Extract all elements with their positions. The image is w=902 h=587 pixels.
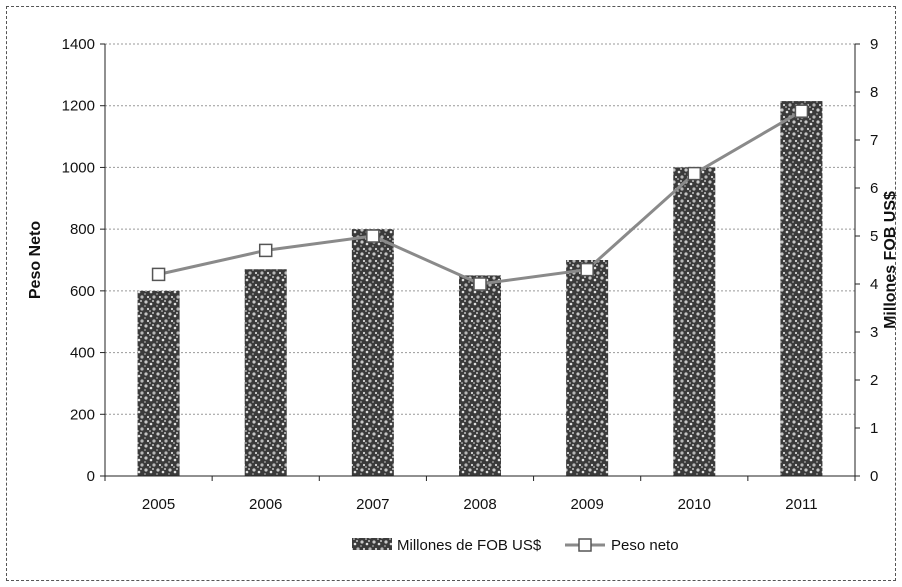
legend: Millones de FOB US$ Peso neto: [352, 537, 679, 554]
bar: [459, 275, 501, 476]
y-tick-label-right: 2: [870, 372, 878, 389]
x-tick-label: 2008: [463, 496, 496, 513]
x-tick-label: 2006: [249, 496, 282, 513]
line-marker: [258, 243, 273, 258]
y-axis-title-left: Peso Neto: [27, 221, 44, 299]
y-tick-label-left: 0: [87, 468, 95, 485]
y-tick-label-right: 7: [870, 132, 878, 149]
x-tick-label: 2007: [356, 496, 389, 513]
line-marker: [473, 277, 487, 291]
bar: [244, 269, 287, 476]
y-tick-label-left: 1200: [62, 98, 95, 115]
y-tick-label-right: 1: [870, 420, 878, 437]
y-tick-label-left: 800: [70, 221, 95, 238]
y-tick-label-right: 8: [870, 84, 878, 101]
bar: [566, 260, 609, 476]
bar: [137, 290, 180, 476]
x-tick-label: 2005: [142, 496, 175, 513]
line-marker: [687, 166, 702, 181]
legend-bar-swatch: [352, 538, 392, 550]
y-tick-label-right: 6: [870, 180, 878, 197]
y-tick-label-right: 3: [870, 324, 878, 341]
y-tick-label-left: 600: [70, 283, 95, 300]
gridlines: [105, 43, 855, 415]
y-tick-label-left: 400: [70, 345, 95, 362]
x-tick-label: 2011: [785, 496, 817, 513]
x-tick-label: 2010: [678, 496, 711, 513]
line-marker: [580, 262, 594, 277]
legend-bar-label: Millones de FOB US$: [397, 537, 542, 554]
y-tick-label-left: 1400: [62, 36, 95, 53]
y-axis-title-right: Millones FOB US$: [882, 191, 899, 329]
bar-series: [137, 101, 823, 476]
line-marker: [151, 267, 166, 282]
y-tick-label-left: 1000: [62, 159, 95, 176]
y-tick-label-right: 4: [870, 276, 878, 293]
y-tick-label-right: 0: [870, 468, 878, 485]
x-tick-label: 2009: [570, 496, 603, 513]
line-series: [151, 104, 809, 291]
bar: [351, 229, 394, 476]
legend-line-label: Peso neto: [611, 537, 679, 554]
y-tick-label-right: 5: [870, 228, 878, 245]
legend-line-marker: [578, 538, 592, 552]
line-marker: [366, 229, 380, 243]
axes: 0 200 400 600 800 1000 1200 1400 0 1 2 3 4 5 6 7 8 9 2005 2…: [62, 36, 879, 513]
y-tick-label-left: 200: [70, 406, 95, 423]
line-marker: [794, 104, 809, 118]
bar: [673, 167, 716, 476]
y-tick-label-right: 9: [870, 36, 878, 53]
bar: [780, 101, 823, 476]
